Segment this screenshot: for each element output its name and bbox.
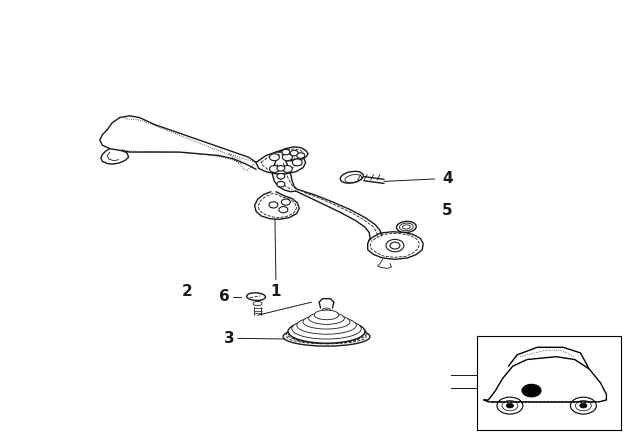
Circle shape <box>279 207 288 213</box>
Circle shape <box>282 149 290 155</box>
Circle shape <box>580 403 587 408</box>
Ellipse shape <box>253 302 262 306</box>
Ellipse shape <box>303 314 350 329</box>
Circle shape <box>321 308 332 315</box>
Ellipse shape <box>308 312 344 324</box>
Text: 4: 4 <box>442 172 452 186</box>
Ellipse shape <box>297 316 356 334</box>
Ellipse shape <box>397 221 416 233</box>
Circle shape <box>277 165 285 171</box>
Text: C0056352: C0056352 <box>480 376 530 387</box>
Circle shape <box>390 242 400 249</box>
Circle shape <box>269 165 280 172</box>
Circle shape <box>506 403 513 408</box>
Text: 1: 1 <box>271 284 281 299</box>
Circle shape <box>282 154 292 161</box>
Circle shape <box>282 199 291 205</box>
Text: 5: 5 <box>442 203 452 218</box>
Circle shape <box>277 173 285 179</box>
Ellipse shape <box>340 171 364 183</box>
Ellipse shape <box>292 319 361 339</box>
Circle shape <box>277 181 285 187</box>
Circle shape <box>269 154 280 161</box>
Circle shape <box>522 384 541 396</box>
Ellipse shape <box>314 310 339 320</box>
Circle shape <box>386 239 404 252</box>
Circle shape <box>282 165 292 172</box>
Text: 3: 3 <box>224 331 235 346</box>
Circle shape <box>297 153 305 158</box>
Text: 6: 6 <box>219 289 230 304</box>
Ellipse shape <box>288 320 365 343</box>
Circle shape <box>497 397 523 414</box>
Circle shape <box>570 397 596 414</box>
Circle shape <box>292 159 302 166</box>
Ellipse shape <box>246 293 266 301</box>
Circle shape <box>324 310 329 313</box>
Ellipse shape <box>283 327 370 346</box>
Circle shape <box>269 202 278 208</box>
Text: 2: 2 <box>181 284 192 299</box>
Circle shape <box>291 151 298 156</box>
